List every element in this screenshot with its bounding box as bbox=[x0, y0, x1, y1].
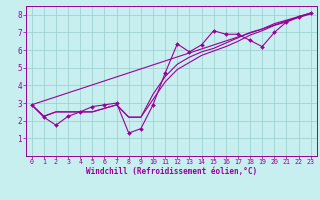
X-axis label: Windchill (Refroidissement éolien,°C): Windchill (Refroidissement éolien,°C) bbox=[86, 167, 257, 176]
